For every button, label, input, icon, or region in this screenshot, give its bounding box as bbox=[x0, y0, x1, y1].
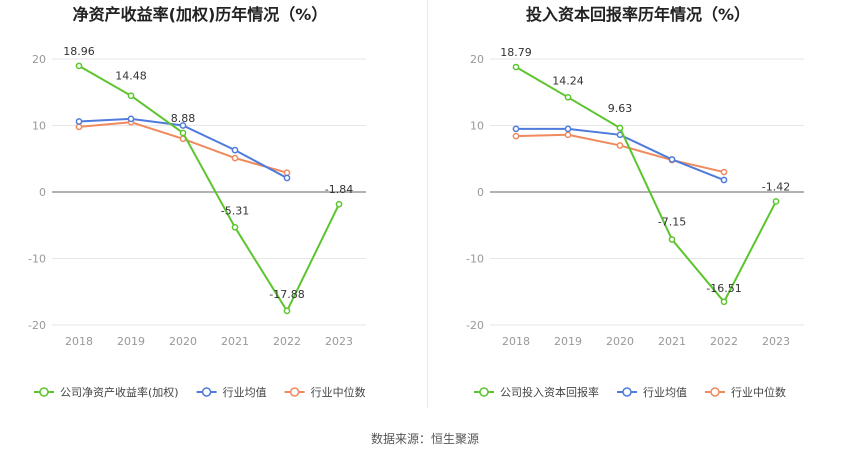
legend-swatch-marker bbox=[479, 387, 489, 397]
legend-swatch-marker bbox=[710, 387, 720, 397]
x-tick-label: 2019 bbox=[554, 335, 582, 348]
legend-swatch-marker bbox=[201, 387, 212, 397]
data-point bbox=[179, 129, 187, 137]
data-point bbox=[75, 118, 83, 125]
x-tick-label: 2018 bbox=[65, 335, 93, 348]
data-point bbox=[75, 123, 83, 131]
data-label: -16.51 bbox=[706, 282, 741, 295]
series-line bbox=[78, 65, 340, 313]
y-tick-label: 20 bbox=[32, 53, 46, 66]
y-tick-label: -10 bbox=[28, 253, 46, 266]
data-point bbox=[668, 236, 676, 243]
data-point bbox=[512, 63, 520, 71]
x-tick-label: 2021 bbox=[221, 335, 249, 348]
data-label: 14.48 bbox=[115, 70, 147, 83]
data-point bbox=[127, 92, 135, 100]
x-tick-label: 2023 bbox=[325, 335, 353, 348]
data-point bbox=[616, 124, 624, 132]
legend-swatch-marker bbox=[39, 387, 49, 397]
data-point bbox=[668, 156, 676, 163]
data-label: 9.63 bbox=[608, 102, 633, 115]
data-point bbox=[512, 132, 520, 140]
legend-item: 行业均值 bbox=[643, 386, 687, 399]
data-point bbox=[335, 200, 343, 208]
x-tick-label: 2023 bbox=[762, 335, 790, 348]
x-tick-label: 2022 bbox=[273, 335, 301, 348]
x-tick-label: 2020 bbox=[606, 335, 634, 348]
data-point bbox=[564, 93, 572, 101]
data-label: 18.79 bbox=[500, 46, 532, 59]
legend-item: 行业均值 bbox=[223, 386, 267, 399]
x-tick-label: 2020 bbox=[169, 335, 197, 348]
data-point bbox=[231, 223, 239, 231]
data-label: -1.42 bbox=[762, 180, 790, 193]
y-tick-label: 10 bbox=[32, 120, 46, 133]
series-line bbox=[515, 66, 777, 304]
data-label: 18.96 bbox=[63, 45, 95, 58]
data-point bbox=[231, 154, 239, 162]
y-tick-label: -10 bbox=[466, 253, 484, 266]
legend-swatch-marker bbox=[289, 387, 300, 397]
x-tick-label: 2021 bbox=[658, 335, 686, 348]
data-point bbox=[616, 142, 624, 149]
data-point bbox=[179, 122, 187, 129]
legend-item: 公司投入资本回报率 bbox=[500, 385, 599, 399]
y-tick-label: 20 bbox=[470, 53, 484, 66]
data-point bbox=[283, 169, 291, 177]
legend-item: 行业中位数 bbox=[731, 385, 786, 399]
y-tick-label: 0 bbox=[477, 186, 484, 199]
data-label: 14.24 bbox=[552, 74, 584, 87]
data-label: -5.31 bbox=[221, 204, 249, 217]
x-tick-label: 2022 bbox=[710, 335, 738, 348]
x-tick-label: 2018 bbox=[502, 335, 530, 348]
data-point bbox=[772, 198, 780, 205]
data-label: -17.88 bbox=[269, 288, 304, 301]
data-point bbox=[720, 168, 728, 176]
data-point bbox=[75, 62, 83, 70]
x-tick-label: 2019 bbox=[117, 335, 145, 348]
y-tick-label: -20 bbox=[466, 319, 484, 332]
data-point bbox=[283, 174, 291, 182]
legend-swatch-marker bbox=[622, 387, 632, 397]
legend-item: 公司净资产收益率(加权) bbox=[60, 385, 179, 399]
y-tick-label: 10 bbox=[470, 120, 484, 133]
data-point bbox=[564, 125, 572, 133]
data-label: 8.88 bbox=[171, 112, 196, 125]
chart-title: 投入资本回报率历年情况（%） bbox=[526, 5, 750, 24]
data-point bbox=[127, 115, 135, 123]
data-point bbox=[283, 307, 291, 315]
chart-title: 净资产收益率(加权)历年情况（%） bbox=[73, 5, 328, 24]
data-label: -1.84 bbox=[325, 183, 353, 196]
panel-divider bbox=[427, 0, 428, 408]
data-point bbox=[512, 125, 520, 133]
data-point bbox=[720, 298, 728, 306]
data-point bbox=[231, 146, 239, 154]
series-line bbox=[515, 133, 725, 174]
y-tick-label: 0 bbox=[39, 186, 46, 199]
data-label: -7.15 bbox=[658, 216, 686, 229]
data-point bbox=[564, 131, 572, 139]
data-point bbox=[720, 176, 728, 184]
y-tick-label: -20 bbox=[28, 319, 46, 332]
data-source-note: 数据来源：恒生聚源 bbox=[370, 432, 479, 446]
legend-item: 行业中位数 bbox=[311, 385, 366, 399]
